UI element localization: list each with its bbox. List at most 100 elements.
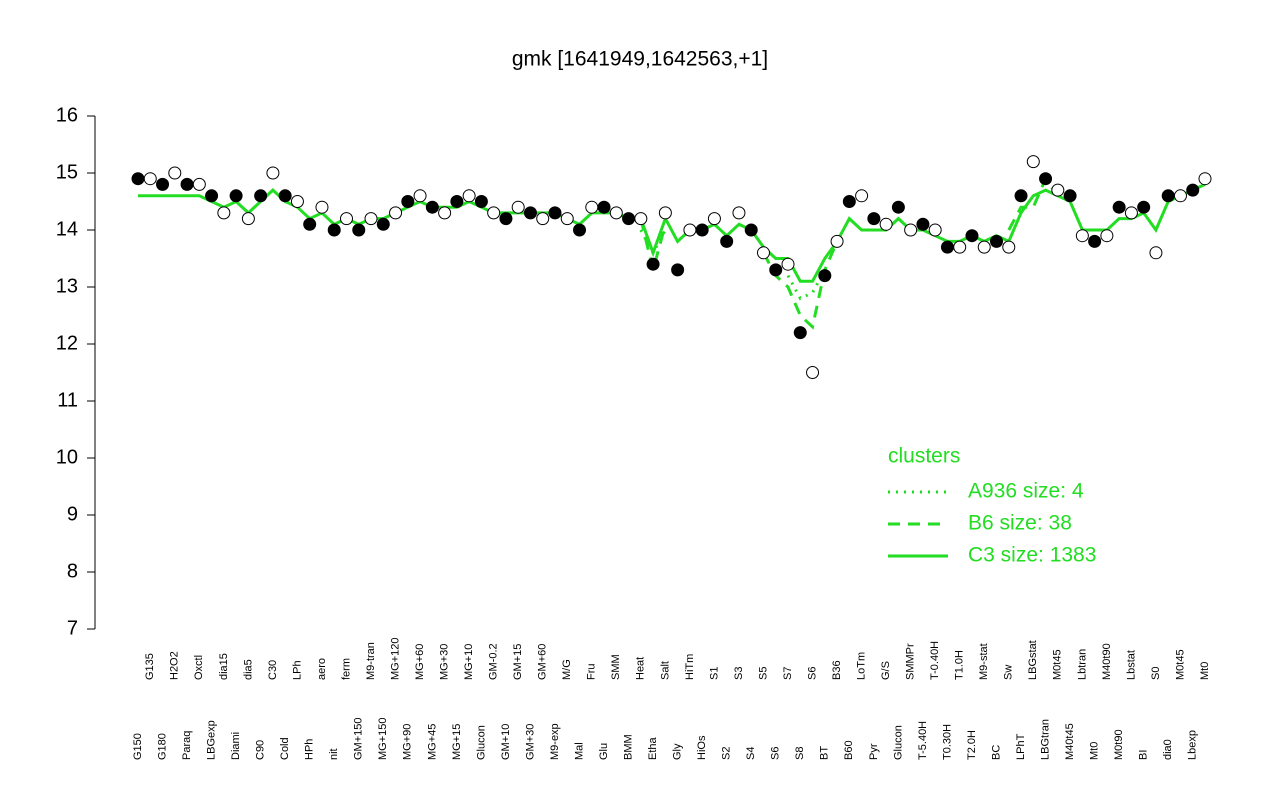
point <box>499 212 513 226</box>
point <box>720 234 734 248</box>
y-tick-label: 13 <box>56 275 78 297</box>
point <box>278 189 292 203</box>
point <box>450 195 464 208</box>
chart-title: gmk [1641949,1642563,+1] <box>512 48 768 71</box>
point <box>180 177 194 191</box>
x-tick-label: GM+150 <box>353 718 365 761</box>
point <box>156 177 170 191</box>
x-tick-label: MG+45 <box>426 724 438 760</box>
x-tick-label: B60 <box>843 740 855 760</box>
x-tick-label: Salt <box>659 661 671 680</box>
point <box>842 195 856 208</box>
point <box>1088 234 1102 248</box>
x-tick-label: Heat <box>635 657 647 680</box>
point <box>1075 229 1089 243</box>
legend-label: C3 size: 1383 <box>968 544 1096 567</box>
x-tick-label: S3 <box>733 667 745 680</box>
point <box>1014 189 1028 203</box>
x-tick-label: ferm <box>340 658 352 680</box>
x-tick-label: dia15 <box>218 653 230 680</box>
point <box>891 200 905 214</box>
legend-title: clusters <box>888 445 960 468</box>
point <box>904 223 918 237</box>
point <box>695 223 709 237</box>
x-tick-label: Lbexp <box>1187 730 1199 760</box>
point <box>744 223 758 237</box>
point <box>266 166 280 180</box>
x-tick-label: GM-0.2 <box>488 643 500 680</box>
x-tick-label: BC <box>990 745 1002 760</box>
x-tick-label: S5 <box>757 667 769 680</box>
x-tick-label: Mt0 <box>1089 742 1101 760</box>
x-tick-label: Pyr <box>868 743 880 760</box>
point <box>462 189 476 203</box>
point <box>290 195 304 208</box>
x-tick-label: M0t45 <box>1174 649 1186 680</box>
point <box>867 212 881 226</box>
x-tick-label: C30 <box>267 660 279 680</box>
x-tick-label: Fru <box>586 664 598 681</box>
point <box>1051 183 1065 197</box>
point <box>990 234 1004 248</box>
x-tick-label: dia0 <box>1162 739 1174 760</box>
x-tick-label: HiOs <box>696 735 708 760</box>
point <box>143 172 157 186</box>
point <box>597 200 611 214</box>
point <box>830 234 844 248</box>
x-tick-label: LBGtran <box>1039 719 1051 760</box>
point <box>1198 172 1212 186</box>
point <box>389 206 403 220</box>
x-tick-label: Glucon <box>475 725 487 760</box>
x-tick-label: dia5 <box>242 659 254 680</box>
point <box>977 240 991 254</box>
x-tick-label: HPh <box>304 739 316 760</box>
x-tick-label: Etha <box>647 736 659 760</box>
point <box>131 172 145 186</box>
point <box>916 217 930 231</box>
x-tick-label: Glu <box>598 743 610 760</box>
point <box>940 240 954 254</box>
point <box>1002 240 1016 254</box>
x-tick-label: MG+30 <box>439 644 451 680</box>
x-tick-label: S2 <box>721 747 733 760</box>
point <box>879 217 893 231</box>
point <box>217 206 231 220</box>
x-tick-label: S0 <box>1150 667 1162 680</box>
x-tick-label: M0t90 <box>1113 729 1125 760</box>
y-tick-label: 10 <box>56 446 78 468</box>
point <box>241 212 255 226</box>
point <box>1173 189 1187 203</box>
point <box>781 257 795 271</box>
point <box>487 206 501 220</box>
x-tick-label: M9-tran <box>365 642 377 680</box>
x-tick-label: Mal <box>573 742 585 760</box>
x-tick-label: M40t90 <box>1101 643 1113 680</box>
x-tick-label: Paraq <box>181 731 193 760</box>
point <box>683 223 697 237</box>
y-tick-label: 15 <box>56 161 78 183</box>
point <box>1124 206 1138 220</box>
point <box>1161 189 1175 203</box>
point <box>1186 183 1200 197</box>
legend-label: B6 size: 38 <box>968 512 1072 535</box>
point <box>732 206 746 220</box>
x-tick-label: nit <box>328 748 340 760</box>
point <box>254 189 268 203</box>
y-tick-label: 9 <box>67 503 78 525</box>
x-tick-label: T0.30H <box>941 724 953 760</box>
x-tick-label: aero <box>316 658 328 680</box>
x-tick-label: MG+10 <box>463 644 475 680</box>
point <box>707 212 721 226</box>
x-tick-label: LPhT <box>1015 733 1027 760</box>
point <box>756 246 770 260</box>
x-tick-label: Sw <box>1003 665 1015 680</box>
x-tick-label: GM+15 <box>512 644 524 680</box>
point <box>364 212 378 226</box>
x-tick-label: BMM <box>622 734 634 760</box>
point <box>376 217 390 231</box>
point <box>339 212 353 226</box>
x-tick-label: GM+10 <box>500 724 512 760</box>
x-tick-label: M9-exp <box>549 723 561 760</box>
x-tick-label: S4 <box>745 747 757 760</box>
x-tick-label: MG+120 <box>389 638 401 681</box>
